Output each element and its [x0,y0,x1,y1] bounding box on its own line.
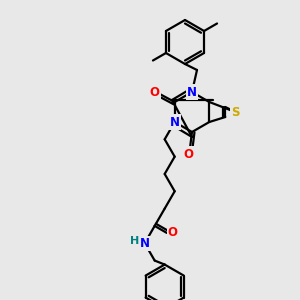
Text: N: N [140,237,150,250]
Text: N: N [187,85,197,98]
Text: O: O [168,226,178,239]
Text: O: O [150,85,160,98]
Text: H: H [132,238,141,248]
Text: N: N [170,116,180,128]
Text: H: H [130,236,139,246]
Text: O: O [183,148,193,160]
Text: S: S [231,106,240,118]
Text: N: N [140,237,150,250]
